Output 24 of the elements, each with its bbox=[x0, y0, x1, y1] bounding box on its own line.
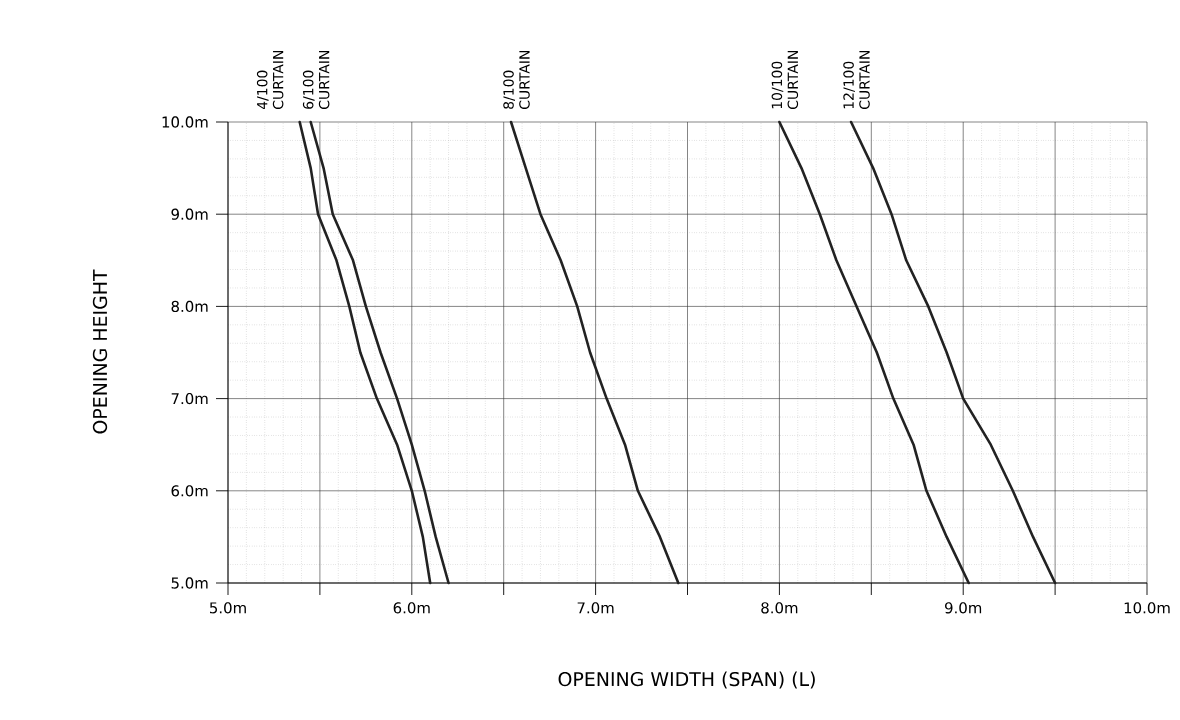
text: 12/100 CURTAIN bbox=[843, 51, 870, 110]
y-tick-label: 5.0m bbox=[171, 577, 208, 589]
y-tick-label: 6.0m bbox=[171, 485, 208, 497]
x-axis-title: OPENING WIDTH (SPAN) (L) bbox=[558, 671, 815, 689]
text: 4/100 CURTAIN bbox=[256, 51, 284, 110]
x-tick-label: 9.0m bbox=[944, 602, 982, 614]
x-tick-label: 10.0m bbox=[1124, 602, 1170, 614]
line-series bbox=[298, 120, 432, 585]
x-tick-label: 5.0m bbox=[210, 602, 246, 614]
line-series bbox=[849, 120, 1057, 585]
y-axis-title: OPENING HEIGHT bbox=[92, 269, 108, 434]
line-series bbox=[778, 120, 971, 585]
text: 10/100 CURTAIN bbox=[771, 51, 799, 110]
x-tick-label: 8.0m bbox=[761, 602, 798, 614]
y-tick-label: 8.0m bbox=[171, 300, 208, 313]
y-tick-label: 9.0m bbox=[171, 208, 208, 220]
y-tick-label: 7.0m bbox=[171, 392, 208, 405]
text: 8/100 CURTAIN bbox=[503, 51, 530, 110]
y-tick-label: 10.0m bbox=[162, 116, 208, 128]
line-series bbox=[309, 120, 450, 585]
x-tick-label: 6.0m bbox=[393, 602, 430, 614]
x-tick-label: 7.0m bbox=[577, 602, 614, 614]
line-series bbox=[509, 120, 680, 585]
text: 6/100 CURTAIN bbox=[302, 51, 330, 110]
